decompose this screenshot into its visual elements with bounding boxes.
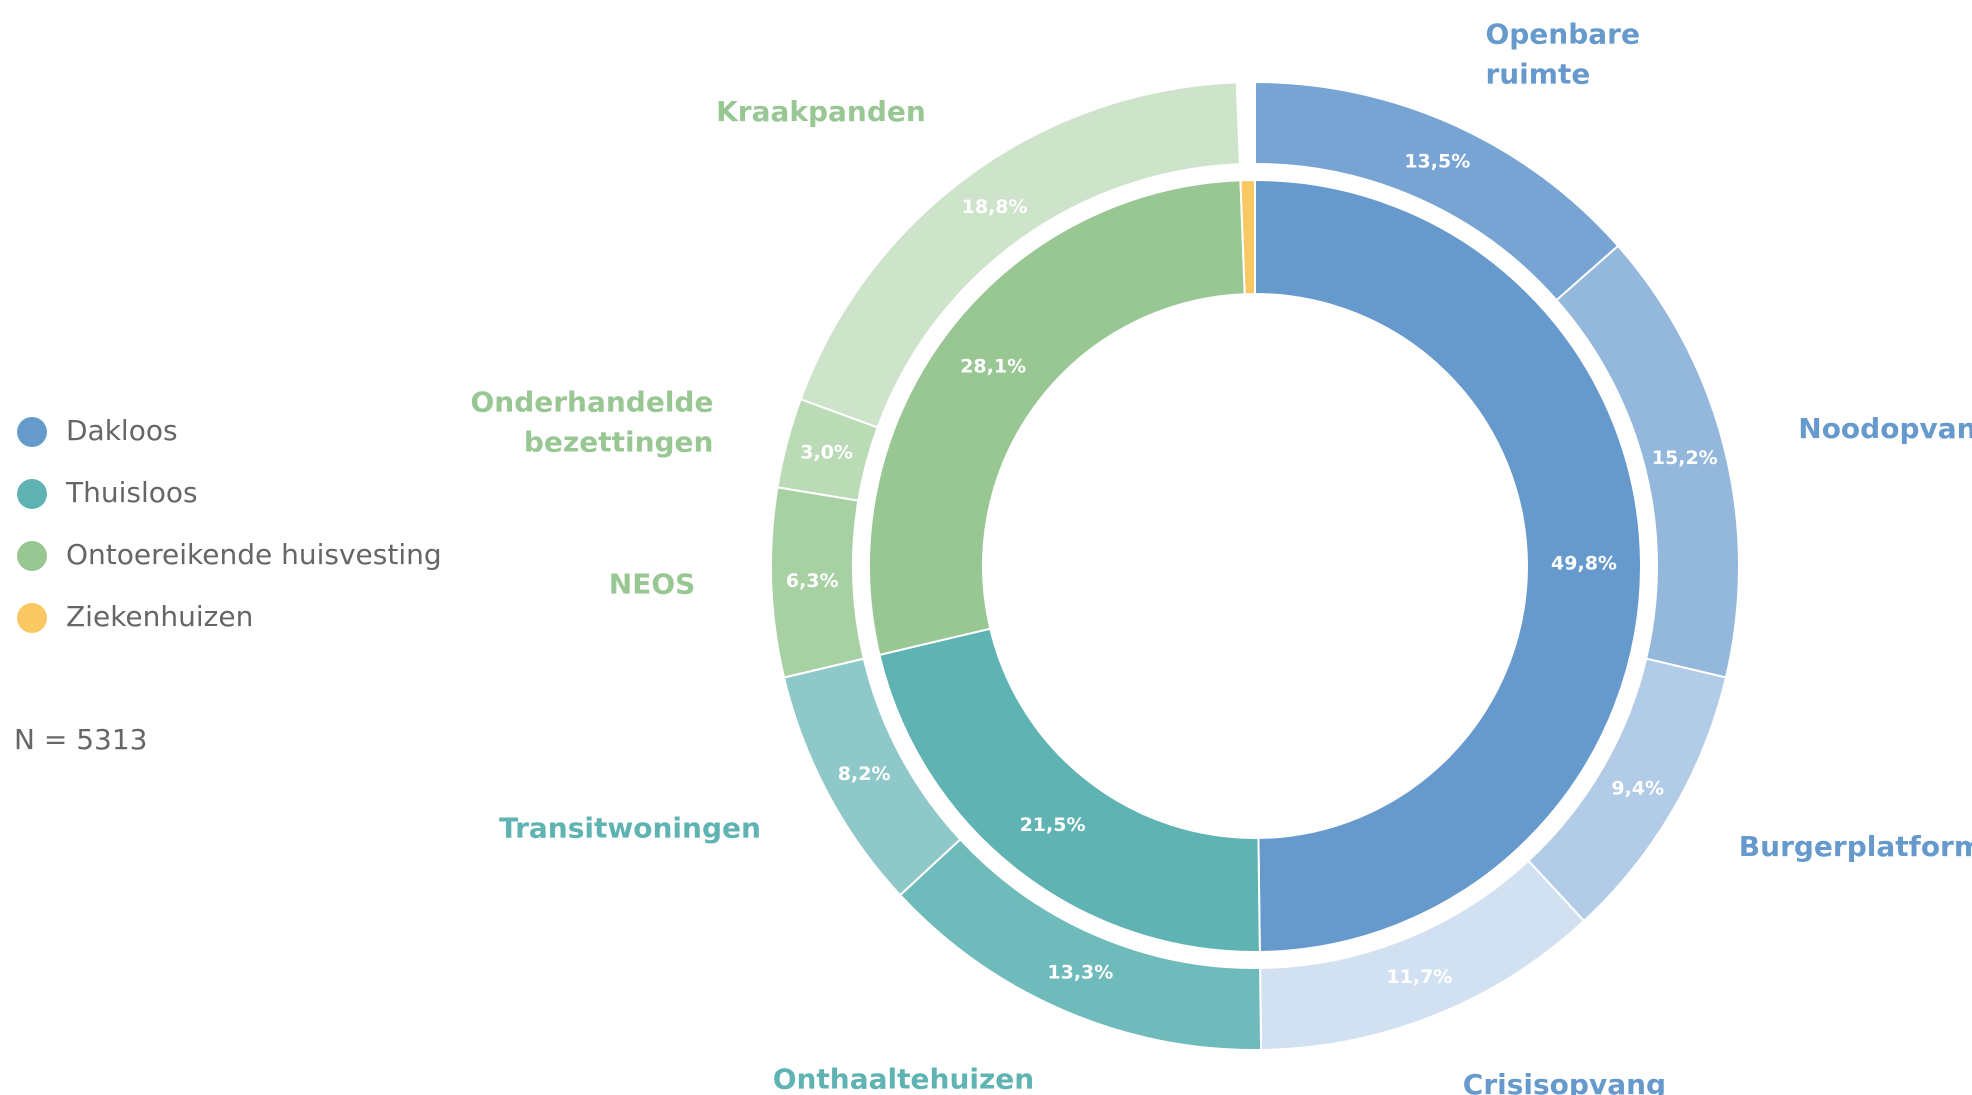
- legend-label: Dakloos: [66, 414, 178, 447]
- value-label: 6,3%: [786, 570, 839, 592]
- legend-label: Ziekenhuizen: [66, 600, 253, 633]
- category-label: Onderhandelde bezettingen: [470, 385, 713, 458]
- value-label: 13,3%: [1047, 962, 1113, 984]
- legend-swatch: [17, 603, 47, 633]
- inner-segment: [1254, 178, 1643, 953]
- category-label: Noodopvang: [1798, 412, 1972, 445]
- note: N = 5313: [14, 723, 147, 756]
- inner-segment: [878, 627, 1261, 953]
- value-label: 11,7%: [1386, 966, 1452, 988]
- value-label: 28,1%: [960, 355, 1026, 377]
- inner-segment: [1239, 178, 1256, 296]
- value-label: 21,5%: [1020, 814, 1086, 836]
- inner-segment: [868, 179, 1246, 657]
- category-label: NEOS: [609, 567, 696, 600]
- value-label: 15,2%: [1652, 447, 1718, 469]
- value-label: 3,0%: [800, 442, 853, 464]
- value-label: 49,8%: [1551, 552, 1617, 574]
- value-label: 9,4%: [1611, 778, 1664, 800]
- legend-swatch: [17, 541, 47, 571]
- category-label: Transitwoningen: [499, 812, 761, 845]
- category-label: Kraakpanden: [716, 95, 926, 128]
- category-label: Onthaaltehuizen: [773, 1063, 1035, 1095]
- legend-swatch: [17, 417, 47, 447]
- outer-segment: [799, 81, 1241, 429]
- category-label: Burgerplatform: [1739, 830, 1972, 863]
- legend-swatch: [17, 479, 47, 509]
- legend-label: Thuisloos: [65, 476, 198, 509]
- category-label: Crisisopvang: [1463, 1068, 1666, 1095]
- legend-label: Ontoereikende huisvesting: [66, 538, 442, 571]
- value-label: 13,5%: [1404, 151, 1470, 173]
- category-label: Openbare ruimte: [1485, 18, 1640, 91]
- value-label: 18,8%: [962, 196, 1028, 218]
- value-label: 8,2%: [838, 763, 891, 785]
